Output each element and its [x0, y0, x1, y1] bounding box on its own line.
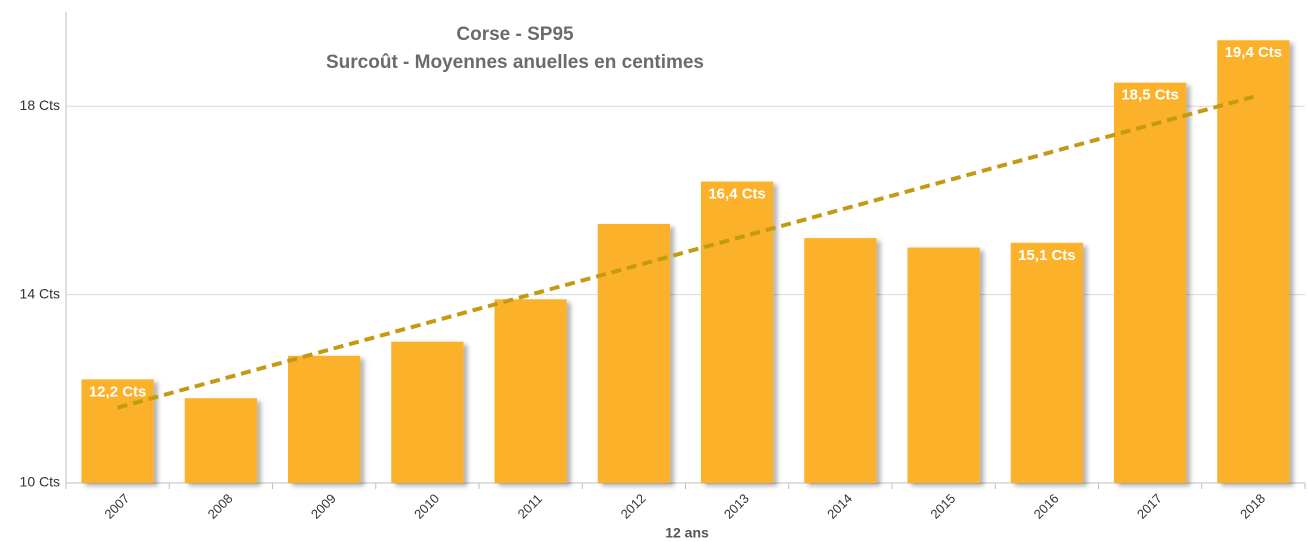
x-tick-label: 2016: [1031, 491, 1062, 522]
bar: [391, 341, 464, 483]
bar: [1113, 82, 1187, 484]
x-tick-label: 2015: [927, 491, 958, 522]
chart-title: Corse - SP95: [456, 24, 574, 45]
x-tick-label: 2017: [1134, 491, 1165, 522]
value-label: 16,4 Cts: [708, 186, 766, 203]
bar: [81, 379, 154, 483]
bar: [494, 299, 567, 483]
x-tick-label: 2007: [101, 491, 132, 522]
value-label: 12,2 Cts: [89, 383, 147, 400]
bar: [597, 223, 671, 483]
bar: [700, 181, 774, 483]
bar: [184, 398, 258, 483]
bar: [1010, 242, 1084, 483]
x-tick-label: 2010: [411, 491, 442, 522]
x-tick-label: 2009: [308, 491, 339, 522]
x-tick-label: 2012: [618, 491, 649, 522]
y-tick-label: 14 Cts: [20, 285, 60, 301]
x-tick-label: 2008: [205, 491, 236, 522]
y-tick-label: 10 Cts: [20, 474, 60, 490]
value-label: 18,5 Cts: [1121, 87, 1179, 104]
trendline: [117, 94, 1254, 410]
chart-subtitle: Surcoût - Moyennes anuelles en centimes: [326, 52, 704, 73]
x-tick-label: 2013: [721, 491, 752, 522]
value-label: 15,1 Cts: [1018, 247, 1076, 264]
x-tick-label: 2018: [1237, 491, 1268, 522]
x-tick-label: 2014: [824, 491, 855, 522]
value-label: 19,4 Cts: [1225, 44, 1283, 61]
x-tick-label: 2011: [515, 491, 545, 521]
x-axis-label: 12 ans: [665, 525, 709, 541]
y-tick-label: 18 Cts: [20, 97, 60, 113]
bar: [1217, 40, 1290, 483]
bar: [804, 238, 877, 483]
bar: [907, 247, 980, 483]
bar: [287, 355, 361, 483]
